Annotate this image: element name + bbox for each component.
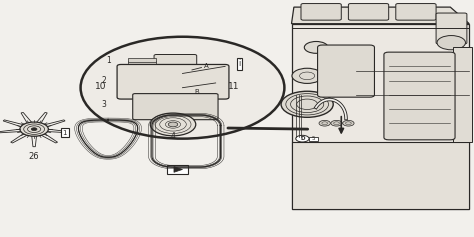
FancyBboxPatch shape [128, 64, 156, 68]
FancyBboxPatch shape [453, 47, 472, 142]
FancyBboxPatch shape [301, 4, 341, 20]
Circle shape [343, 120, 354, 126]
Text: A: A [204, 63, 209, 69]
Text: 1: 1 [107, 56, 111, 65]
FancyBboxPatch shape [396, 4, 436, 20]
FancyBboxPatch shape [154, 55, 197, 70]
FancyBboxPatch shape [309, 137, 318, 141]
Polygon shape [35, 113, 47, 125]
Circle shape [281, 91, 333, 117]
Circle shape [331, 120, 342, 126]
FancyBboxPatch shape [384, 52, 455, 140]
FancyBboxPatch shape [128, 61, 156, 65]
Text: 26: 26 [29, 152, 39, 161]
FancyBboxPatch shape [133, 94, 218, 120]
Polygon shape [32, 134, 36, 147]
FancyBboxPatch shape [128, 58, 156, 62]
FancyBboxPatch shape [117, 64, 229, 99]
Polygon shape [174, 167, 182, 172]
Text: D: D [300, 136, 305, 141]
Circle shape [437, 36, 465, 50]
Text: 5: 5 [311, 136, 315, 141]
Circle shape [150, 113, 196, 136]
Text: i: i [238, 59, 240, 68]
Text: 2: 2 [102, 76, 107, 85]
Text: 1: 1 [63, 130, 67, 136]
Text: 4: 4 [171, 132, 175, 141]
Polygon shape [44, 129, 69, 133]
FancyBboxPatch shape [348, 4, 389, 20]
Text: B: B [194, 89, 199, 96]
Circle shape [31, 128, 37, 131]
FancyBboxPatch shape [292, 24, 469, 209]
FancyBboxPatch shape [292, 142, 469, 209]
Polygon shape [21, 113, 33, 125]
Polygon shape [39, 132, 57, 143]
Circle shape [319, 120, 330, 126]
Circle shape [292, 68, 322, 83]
Text: 10: 10 [95, 82, 106, 91]
Polygon shape [11, 132, 29, 143]
Polygon shape [3, 120, 27, 128]
Polygon shape [292, 7, 469, 24]
FancyBboxPatch shape [436, 13, 467, 44]
Circle shape [304, 41, 328, 53]
Polygon shape [42, 120, 65, 128]
Circle shape [296, 135, 309, 142]
Circle shape [168, 122, 178, 127]
Circle shape [81, 37, 284, 139]
Text: 11: 11 [228, 82, 239, 91]
FancyBboxPatch shape [167, 165, 188, 174]
Circle shape [20, 122, 48, 136]
FancyBboxPatch shape [318, 45, 374, 97]
Text: 3: 3 [102, 100, 107, 109]
Polygon shape [0, 129, 24, 133]
